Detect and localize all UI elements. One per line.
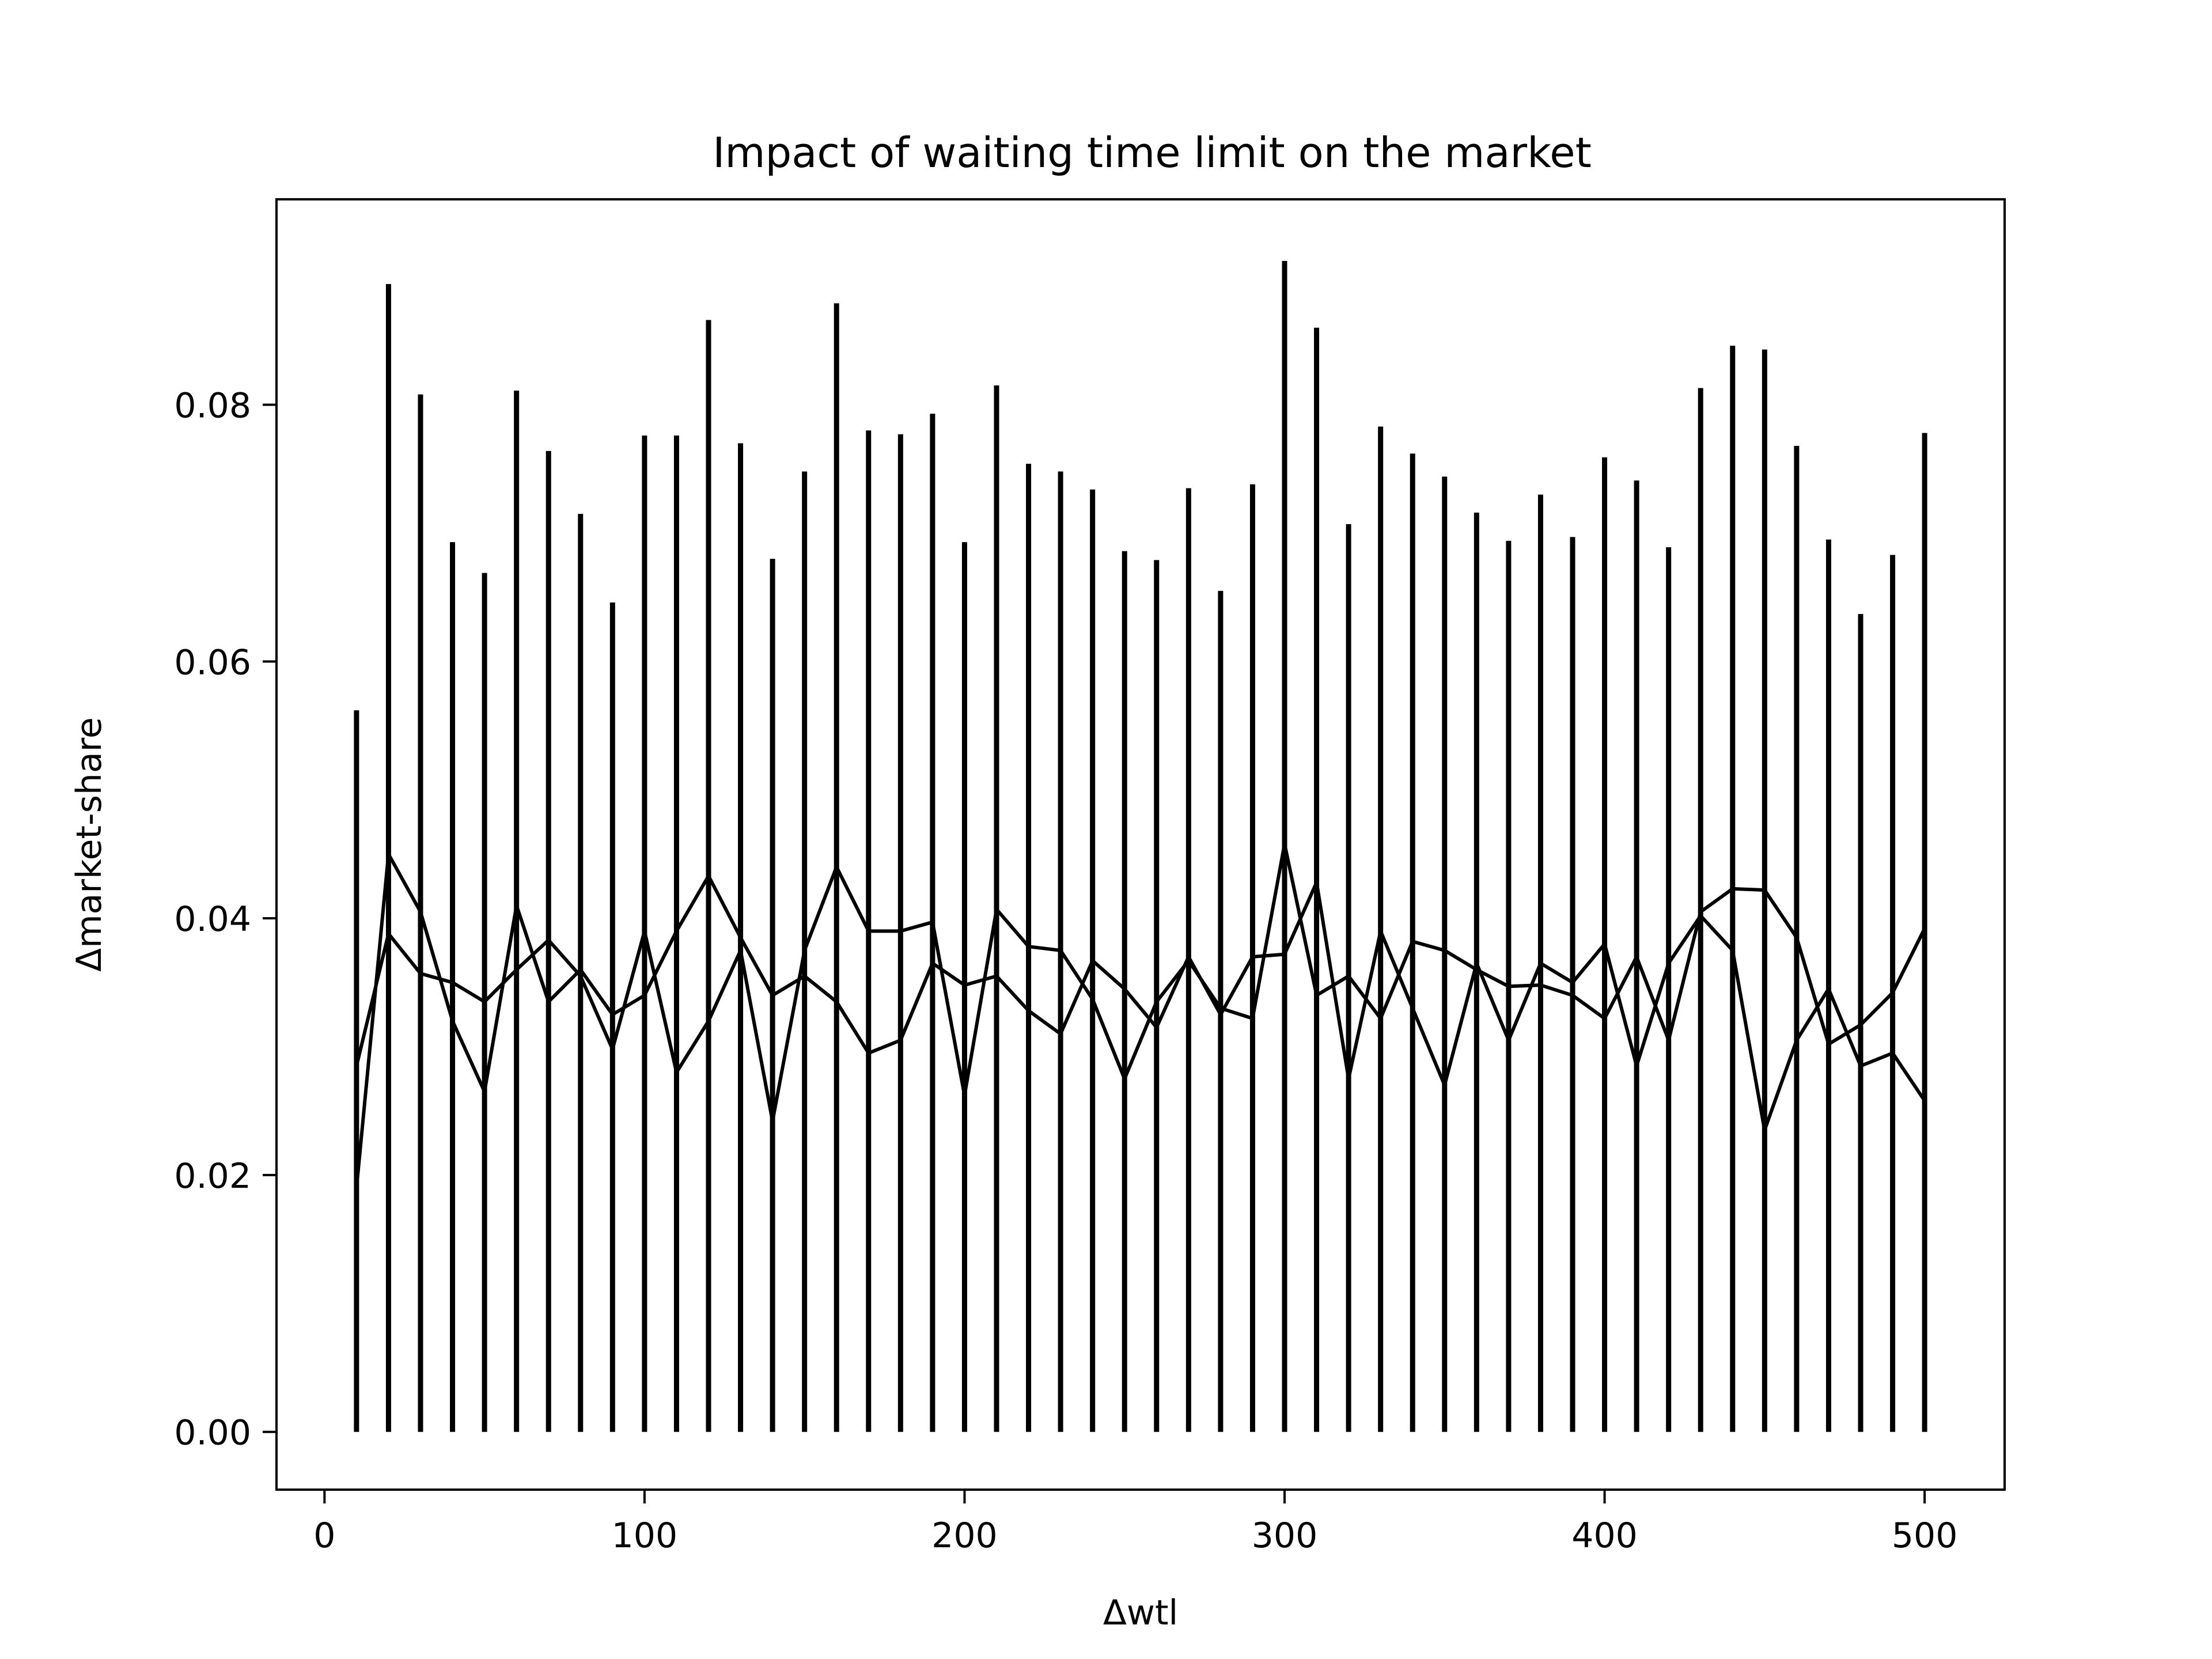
y-axis: 0.00 0.02 0.04 0.06 0.08 (174, 386, 276, 1453)
y-tick-label: 0.02 (174, 1156, 251, 1196)
series-line-1 (354, 848, 1926, 1188)
axes-frame (275, 198, 2006, 1491)
x-tick-label: 200 (931, 1516, 998, 1556)
x-tick-label: 500 (1892, 1516, 1958, 1556)
x-axis: 0 100 200 300 400 500 (313, 1490, 1957, 1556)
x-tick-label: 300 (1252, 1516, 1318, 1556)
y-tick-label: 0.06 (174, 642, 251, 683)
y-tick-label: 0.00 (174, 1413, 251, 1453)
x-tick-label: 100 (612, 1516, 678, 1556)
y-tick-label: 0.08 (174, 386, 251, 426)
y-tick-label: 0.04 (174, 899, 251, 940)
series-line-2 (354, 843, 1926, 1122)
chart-title: Impact of waiting time limit on the mark… (713, 128, 1592, 177)
plot-area (354, 260, 1927, 1432)
y-axis-label: Δmarket-share (69, 717, 109, 972)
x-axis-label: Δwtl (1103, 1593, 1178, 1633)
x-tick-label: 0 (313, 1516, 335, 1556)
x-tick-label: 400 (1571, 1516, 1638, 1556)
